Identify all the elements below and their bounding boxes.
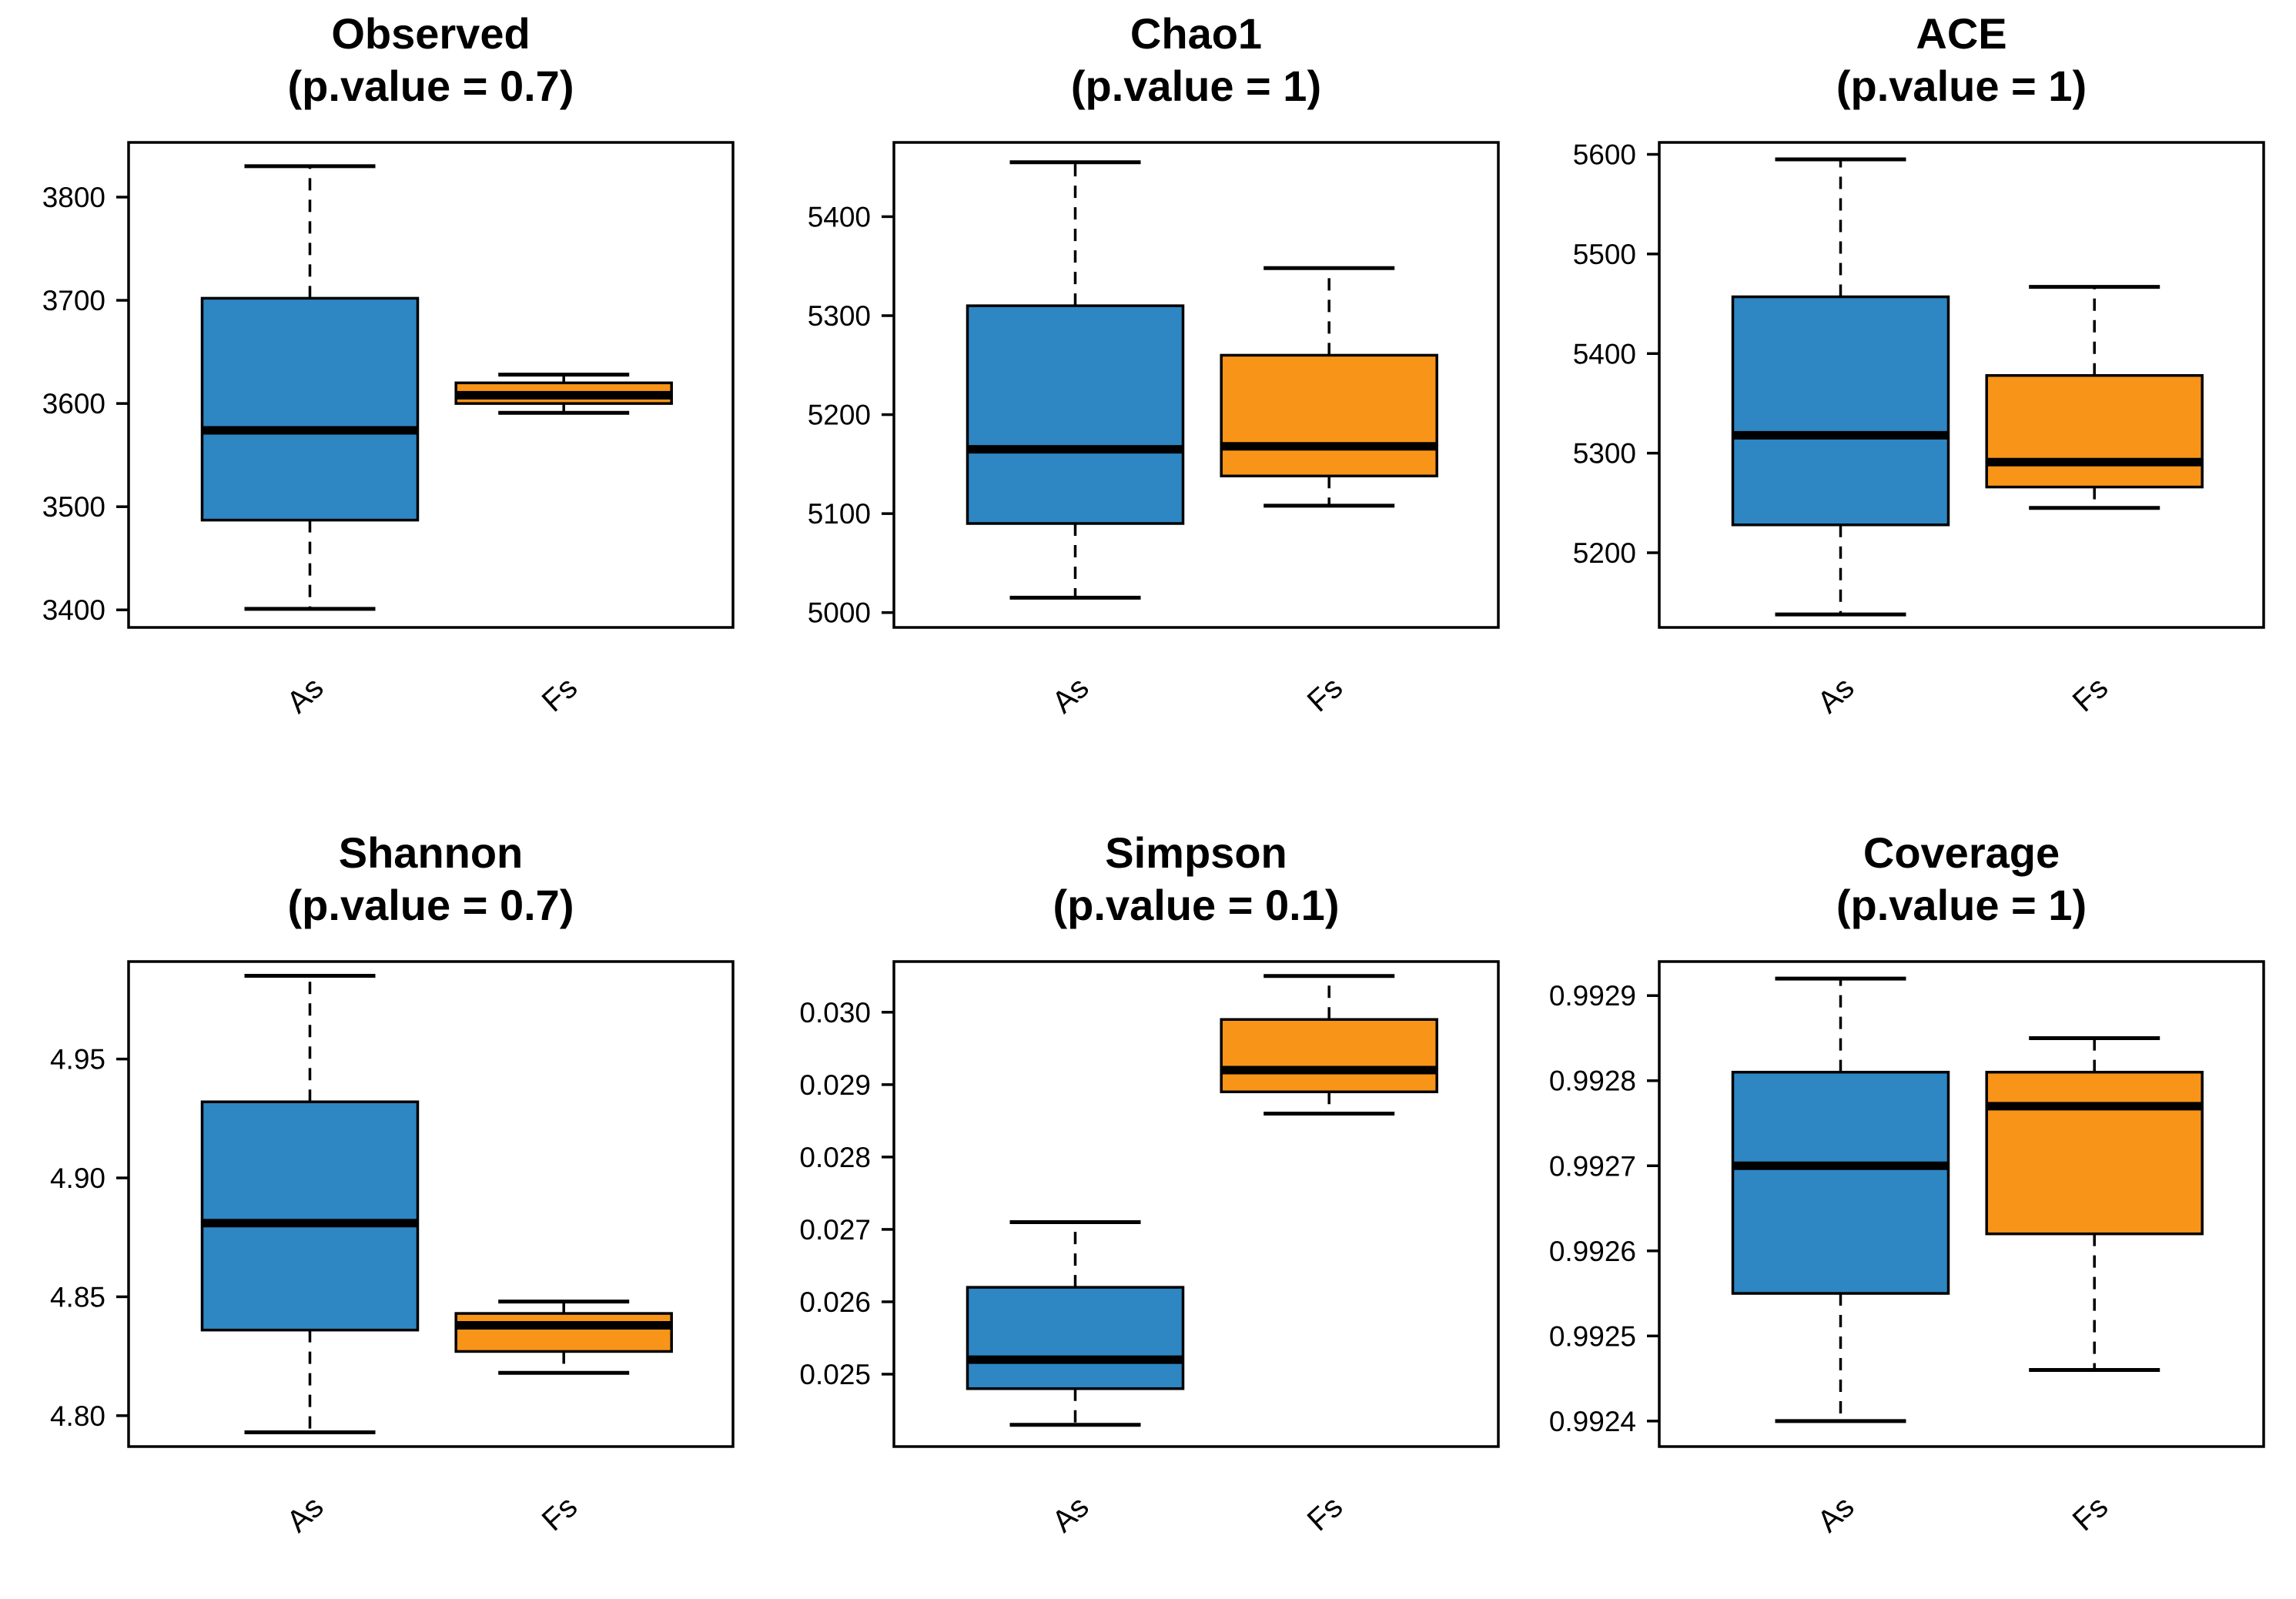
svg-text:5300: 5300 xyxy=(808,300,871,332)
svg-text:0.9928: 0.9928 xyxy=(1549,1065,1636,1097)
svg-text:As: As xyxy=(280,671,330,720)
svg-text:3700: 3700 xyxy=(42,285,105,316)
svg-text:3800: 3800 xyxy=(42,182,105,213)
boxplot-chart-ace: 5200 5300 5400 5500 5600 As Fs xyxy=(1573,139,2265,720)
panel-subtitle: (p.value = 1) xyxy=(1836,881,2087,930)
panel-title-block: ACE (p.value = 1) xyxy=(1640,8,2283,123)
panel-title-block: Chao1 (p.value = 1) xyxy=(875,8,1518,123)
svg-text:0.9924: 0.9924 xyxy=(1549,1406,1636,1437)
svg-text:As: As xyxy=(1811,671,1860,720)
panel-coverage: Coverage (p.value = 1) 0.9924 0.9925 0.992… xyxy=(1531,824,2296,1594)
panel-chao1: Chao1 (p.value = 1) 5000 5100 5200 5300 5400… xyxy=(765,5,1531,774)
svg-text:Fs: Fs xyxy=(536,1490,584,1537)
panel-simpson: Simpson (p.value = 0.1) 0.025 0.026 0.027 0… xyxy=(765,824,1531,1594)
svg-text:As: As xyxy=(1811,1490,1860,1539)
panel-ace: ACE (p.value = 1) 5200 5300 5400 5500 5600 As… xyxy=(1531,5,2296,774)
boxplot-chart-shannon: 4.80 4.85 4.90 4.95 As Fs xyxy=(50,960,735,1539)
svg-text:Fs: Fs xyxy=(2067,1490,2114,1537)
panel-subtitle: (p.value = 1) xyxy=(1070,62,1322,111)
panel-title-block: Coverage (p.value = 1) xyxy=(1640,827,2283,942)
svg-text:5400: 5400 xyxy=(1573,338,1636,370)
panel-subtitle: (p.value = 0.7) xyxy=(287,62,574,111)
svg-text:Fs: Fs xyxy=(1301,671,1349,718)
svg-text:As: As xyxy=(1046,1490,1095,1539)
svg-text:0.9926: 0.9926 xyxy=(1549,1236,1636,1267)
boxplot-chart-simpson: 0.025 0.026 0.027 0.028 0.029 0.030 As Fs xyxy=(799,960,1500,1539)
panel-subtitle: (p.value = 0.7) xyxy=(287,881,574,930)
svg-text:3400: 3400 xyxy=(42,594,105,626)
svg-text:Fs: Fs xyxy=(1301,1490,1349,1537)
svg-text:5100: 5100 xyxy=(808,498,871,530)
panel-subtitle: (p.value = 0.1) xyxy=(1053,881,1340,930)
svg-text:4.90: 4.90 xyxy=(50,1162,105,1194)
panel-shannon: Shannon (p.value = 0.7) 4.80 4.85 4.90 4.95… xyxy=(0,824,765,1594)
svg-text:5600: 5600 xyxy=(1573,139,1636,171)
boxplot-chart-coverage: 0.9924 0.9925 0.9926 0.9927 0.9928 0.9929 As Fs xyxy=(1549,960,2265,1539)
panel-observed: Observed (p.value = 0.7) 3400 3500 3600 370… xyxy=(0,5,765,774)
svg-text:0.028: 0.028 xyxy=(799,1142,871,1173)
panel-subtitle: (p.value = 1) xyxy=(1836,62,2087,111)
panel-title-block: Simpson (p.value = 0.1) xyxy=(875,827,1518,942)
svg-text:0.9929: 0.9929 xyxy=(1549,980,1636,1012)
svg-text:5000: 5000 xyxy=(808,597,871,629)
svg-text:5200: 5200 xyxy=(808,400,871,431)
panel-title: Observed xyxy=(331,9,530,58)
svg-text:4.95: 4.95 xyxy=(50,1044,105,1075)
svg-text:0.9927: 0.9927 xyxy=(1549,1150,1636,1182)
svg-text:4.80: 4.80 xyxy=(50,1400,105,1432)
svg-text:5400: 5400 xyxy=(808,201,871,232)
svg-text:0.027: 0.027 xyxy=(799,1214,871,1246)
svg-text:0.026: 0.026 xyxy=(799,1286,871,1318)
panel-title: ACE xyxy=(1916,9,2007,58)
svg-text:As: As xyxy=(280,1490,330,1539)
svg-text:5200: 5200 xyxy=(1573,537,1636,569)
svg-text:Fs: Fs xyxy=(536,671,584,718)
panel-title: Shannon xyxy=(338,828,524,877)
svg-text:5300: 5300 xyxy=(1573,438,1636,470)
svg-text:0.029: 0.029 xyxy=(799,1069,871,1101)
panel-title: Coverage xyxy=(1863,828,2060,877)
svg-text:4.85: 4.85 xyxy=(50,1281,105,1313)
svg-text:0.030: 0.030 xyxy=(799,997,871,1029)
svg-text:Fs: Fs xyxy=(2067,671,2114,718)
panel-title: Simpson xyxy=(1105,828,1287,877)
svg-text:0.9925: 0.9925 xyxy=(1549,1320,1636,1352)
boxplot-chart-chao1: 5000 5100 5200 5300 5400 As Fs xyxy=(808,141,1500,720)
boxplot-chart-observed: 3400 3500 3600 3700 3800 As Fs xyxy=(42,141,735,720)
svg-text:5500: 5500 xyxy=(1573,239,1636,270)
svg-text:3600: 3600 xyxy=(42,388,105,420)
svg-text:As: As xyxy=(1046,671,1095,720)
svg-text:3500: 3500 xyxy=(42,491,105,523)
panel-title-block: Shannon (p.value = 0.7) xyxy=(109,827,752,942)
panel-title-block: Observed (p.value = 0.7) xyxy=(109,8,752,123)
panel-title: Chao1 xyxy=(1130,9,1263,58)
svg-text:0.025: 0.025 xyxy=(799,1359,871,1390)
